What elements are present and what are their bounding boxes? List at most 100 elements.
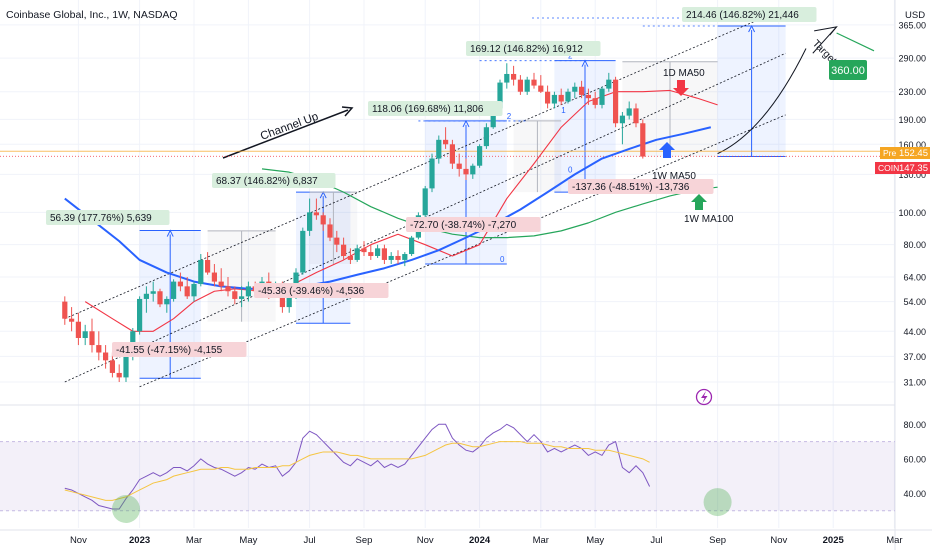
candle-body bbox=[103, 352, 109, 361]
candle-body bbox=[449, 144, 455, 164]
drop-label: -72.70 (-38.74%) -7,270 bbox=[410, 220, 517, 231]
candle-body bbox=[307, 212, 313, 231]
rise-label: 68.37 (146.82%) 6,837 bbox=[216, 176, 318, 187]
price-tick-label: 290.00 bbox=[898, 54, 926, 64]
moving-averages bbox=[64, 89, 718, 332]
candle-body bbox=[347, 255, 353, 260]
rise-label-bg bbox=[466, 41, 601, 56]
ma50-1d-label: 1D MA50 bbox=[663, 68, 705, 79]
rsi-line bbox=[64, 423, 651, 510]
rsi-tick-label: 60.00 bbox=[903, 454, 926, 464]
candle-body bbox=[436, 139, 442, 159]
candle-body bbox=[511, 73, 517, 80]
projection-curve bbox=[717, 48, 807, 155]
candle-body bbox=[320, 215, 326, 225]
price-tick-label: 190.00 bbox=[898, 115, 926, 125]
coin-badge-value: 147.35 bbox=[899, 163, 928, 174]
candle-body bbox=[116, 372, 122, 378]
candle-body bbox=[334, 237, 340, 245]
candle-body bbox=[592, 98, 598, 105]
time-tick-label: Nov bbox=[417, 535, 434, 546]
candle-body bbox=[109, 360, 115, 373]
price-tick-label: 54.00 bbox=[903, 297, 926, 307]
ma100-1w-line bbox=[261, 168, 718, 239]
candle-body bbox=[456, 163, 462, 169]
time-tick-label: May bbox=[239, 535, 257, 546]
candle-body bbox=[96, 345, 102, 353]
time-tick-label: Jul bbox=[650, 535, 662, 546]
candle-body bbox=[599, 88, 605, 105]
time-tick-label: Jul bbox=[304, 535, 316, 546]
price-tick-label: 130.00 bbox=[898, 170, 926, 180]
fib-label: 2 bbox=[507, 112, 512, 121]
candle-body bbox=[354, 248, 360, 260]
candle-body bbox=[137, 298, 143, 332]
candle-body bbox=[429, 158, 435, 189]
candle-body bbox=[470, 165, 476, 175]
drop-label: -41.55 (-47.15%) -4,155 bbox=[116, 345, 223, 356]
candle-body bbox=[184, 286, 190, 297]
price-tick-label: 230.00 bbox=[898, 87, 926, 97]
candle-body bbox=[313, 212, 319, 216]
candle-body bbox=[524, 79, 530, 92]
candle-body bbox=[211, 272, 217, 282]
candle-body bbox=[62, 301, 68, 319]
candle-body bbox=[191, 283, 197, 297]
rise-label: 214.46 (146.82%) 21,446 bbox=[686, 10, 799, 21]
candle-body bbox=[327, 224, 333, 238]
candle-body bbox=[463, 168, 469, 175]
ma100-1w-label: 1W MA100 bbox=[684, 214, 734, 225]
rise-arrowhead bbox=[748, 24, 756, 33]
candle-body bbox=[82, 331, 88, 339]
candle-body bbox=[75, 321, 81, 339]
candle-body bbox=[422, 188, 428, 216]
drop-label-bg bbox=[112, 342, 247, 357]
candle-body bbox=[633, 108, 639, 124]
annotations: 56.39 (177.76%) 5,639 68.37 (146.82%) 6,8… bbox=[46, 7, 817, 357]
rise-label-bg bbox=[212, 173, 336, 188]
time-tick-label: 2025 bbox=[823, 535, 845, 546]
ma50-1d-arrow bbox=[673, 80, 689, 96]
rise-label-bg bbox=[368, 101, 503, 116]
candle-body bbox=[585, 94, 591, 99]
ma100-1w-arrow bbox=[691, 194, 707, 210]
price-tick-label: 160.00 bbox=[898, 140, 926, 150]
rsi-band bbox=[0, 441, 895, 511]
drop-label-bg bbox=[254, 283, 389, 298]
currency-label: USD bbox=[905, 10, 925, 21]
candle-body bbox=[300, 230, 306, 273]
rsi-low-highlight-2 bbox=[703, 488, 732, 517]
rise-label: 169.12 (146.82%) 16,912 bbox=[470, 44, 583, 55]
candle-body bbox=[606, 79, 612, 89]
fib-label: 2 bbox=[568, 52, 573, 61]
ma50-1w-label: 1W MA50 bbox=[652, 171, 696, 182]
candle-body bbox=[477, 146, 483, 166]
channel-lower bbox=[139, 114, 786, 388]
candle-body bbox=[483, 127, 489, 147]
ma50-1w-arrow bbox=[659, 142, 675, 158]
candle-body bbox=[157, 291, 163, 305]
price-tick-label: 64.00 bbox=[903, 272, 926, 282]
candle-body bbox=[409, 237, 415, 255]
candle-body bbox=[443, 139, 449, 145]
time-tick-label: 2024 bbox=[469, 535, 491, 546]
candle-body bbox=[232, 291, 238, 299]
target-badge: 360.00 bbox=[829, 60, 867, 80]
lightning-icon[interactable] bbox=[695, 388, 713, 406]
candle-body bbox=[572, 86, 578, 92]
candle-body bbox=[205, 259, 211, 273]
candle-body bbox=[198, 259, 204, 284]
time-tick-label: Nov bbox=[70, 535, 87, 546]
candle-body bbox=[626, 108, 632, 116]
candle-body bbox=[497, 82, 503, 109]
candle-body bbox=[517, 79, 523, 92]
candle-body bbox=[164, 298, 170, 305]
rise-label: 118.06 (169.68%) 11,806 bbox=[372, 104, 484, 115]
candle-body bbox=[504, 73, 510, 83]
candle-body bbox=[143, 293, 149, 299]
target-value: 360.00 bbox=[831, 65, 865, 77]
candle-body bbox=[218, 281, 224, 287]
pre-badge-label: Pre bbox=[883, 148, 897, 158]
